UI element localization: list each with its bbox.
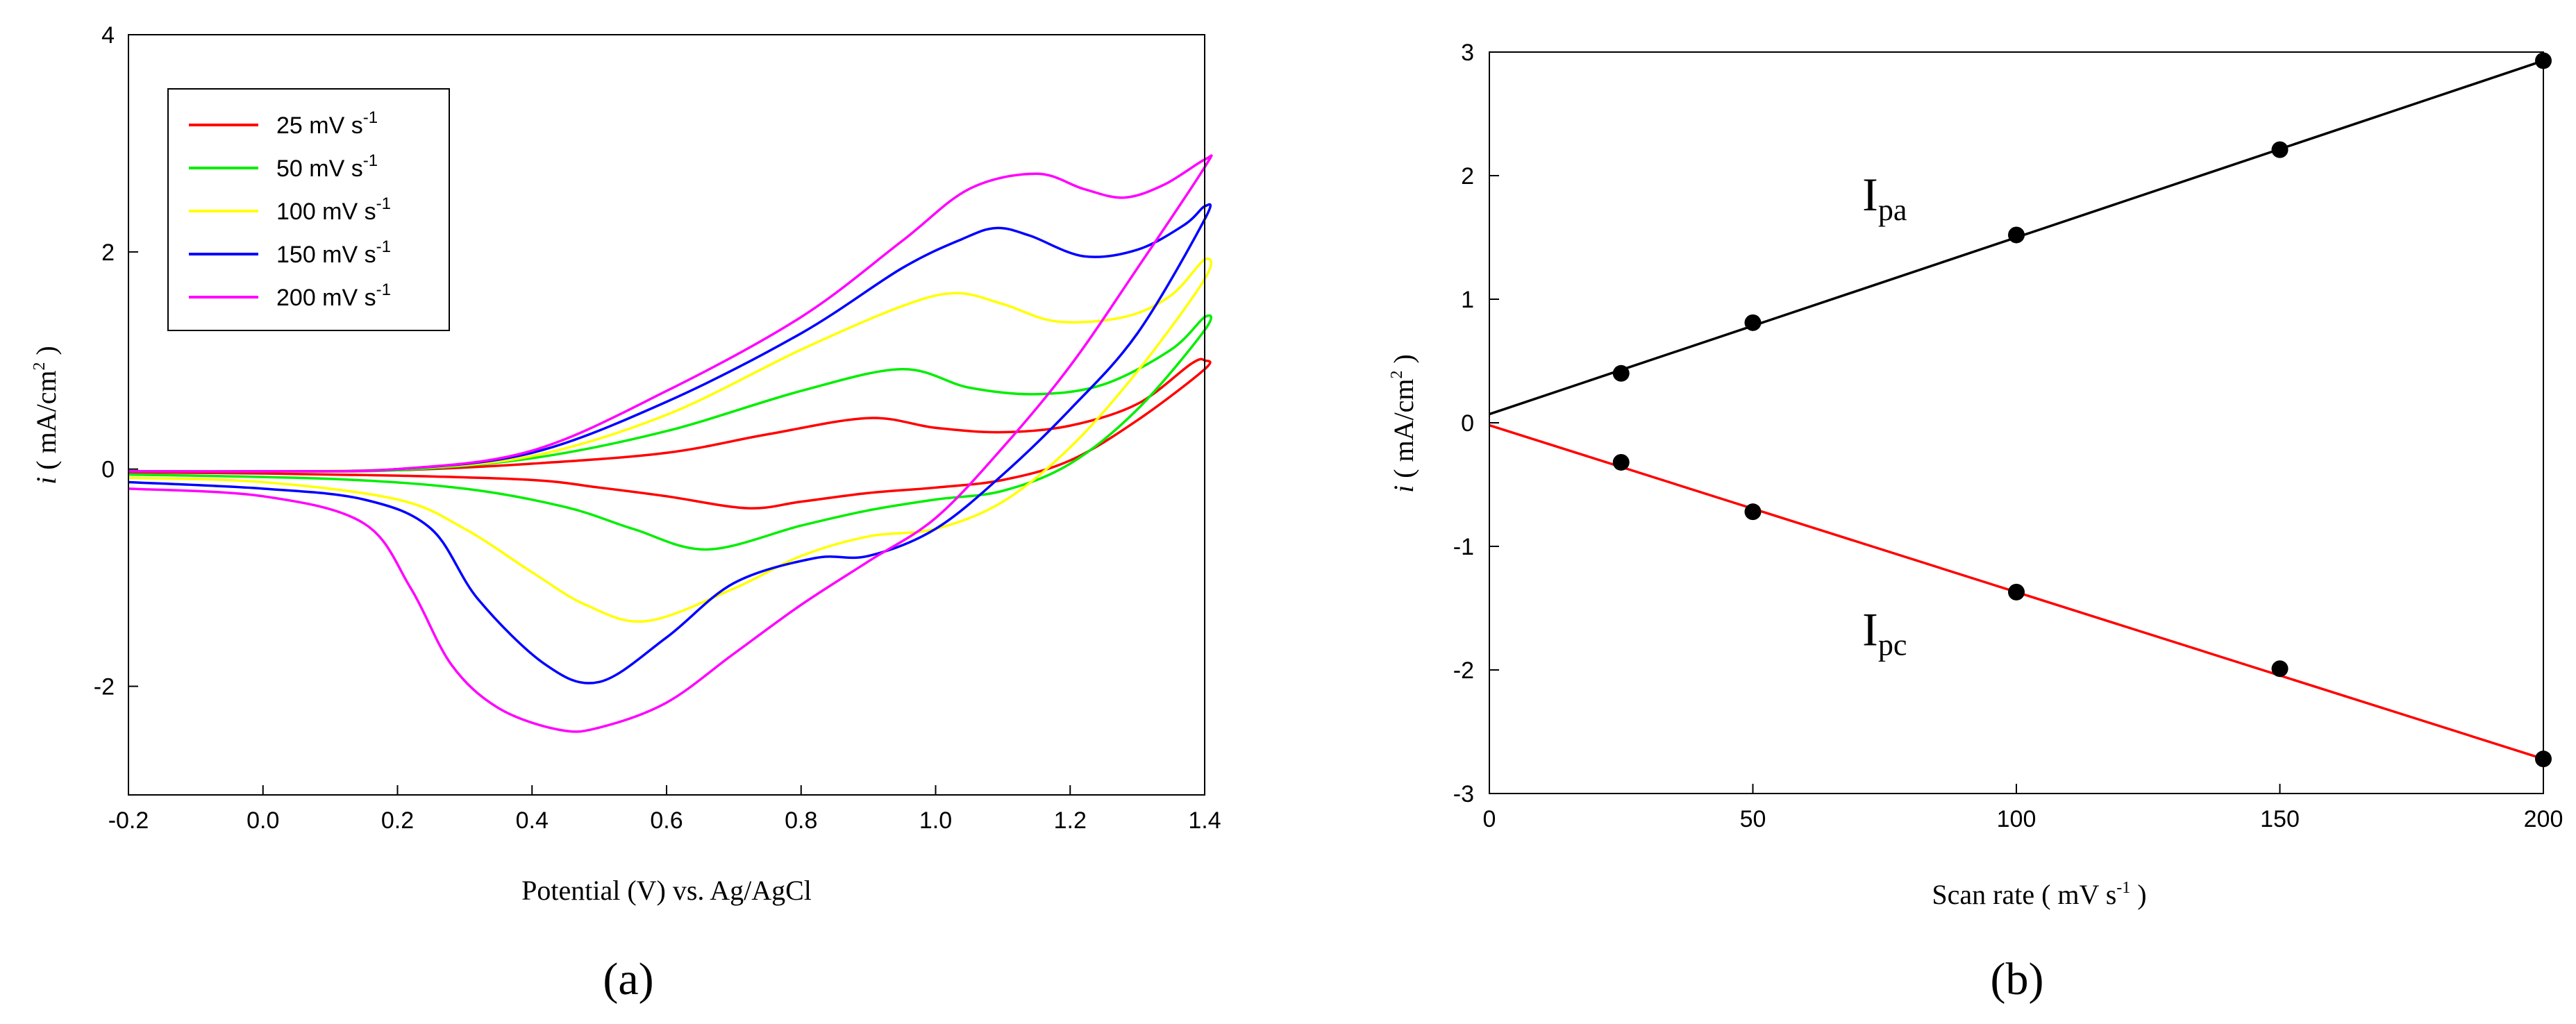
panel-b-caption: (b) bbox=[1991, 954, 2044, 1005]
panel-b-x-tick-label: 50 bbox=[1740, 806, 1766, 832]
ipc-data-point bbox=[1612, 453, 1630, 471]
ipa-data-point bbox=[2271, 141, 2289, 158]
legend-entry: 25 mV s-1 bbox=[276, 108, 378, 139]
legend-entry: 200 mV s-1 bbox=[276, 280, 391, 311]
panel-a-x-tick-label: -0.2 bbox=[108, 807, 149, 834]
panel-a-y-tick-label: 2 bbox=[101, 240, 115, 266]
ipc-series-label: Ipc bbox=[1862, 603, 1907, 662]
panel-b-x-axis-label: Scan rate ( mV s-1 ) bbox=[1932, 879, 2146, 910]
panel-b-y-tick-label: -1 bbox=[1453, 534, 1474, 560]
panel-b-x-tick-label: 100 bbox=[1997, 806, 2036, 832]
panel-a-y-tick-label: -2 bbox=[94, 674, 115, 700]
panel-a-series-group bbox=[128, 154, 1213, 733]
cv-curve-200-mv bbox=[128, 154, 1213, 733]
panel-a-y-tick-label: 0 bbox=[101, 457, 115, 483]
panel-b-x-ticks: 0 50 100 150 200 bbox=[1483, 784, 2564, 832]
panel-b-x-tick-label: 0 bbox=[1483, 806, 1496, 832]
panel-a-x-tick-label: 1.4 bbox=[1188, 807, 1221, 834]
panel-b-chart: 0 50 100 150 200 -3 -2 -1 0 1 2 3 Scan rate ( mV s… bbox=[1388, 40, 2563, 1005]
panel-a-y-axis-label: i ( mA/cm2 ) bbox=[31, 346, 62, 485]
ipa-series-label: Ipa bbox=[1862, 168, 1907, 227]
panel-a-x-tick-label: 0.6 bbox=[650, 807, 683, 834]
panel-b-y-tick-label: -2 bbox=[1453, 657, 1474, 684]
ipa-data-point bbox=[2008, 226, 2025, 244]
panel-b-y-tick-label: 3 bbox=[1461, 40, 1474, 66]
panel-b-y-ticks: -3 -2 -1 0 1 2 3 bbox=[1453, 40, 1499, 807]
panel-a-x-ticks: -0.2 0.0 0.2 0.4 0.6 0.8 1.0 1.2 1.4 bbox=[108, 785, 1221, 834]
panel-a-y-tick-label: 4 bbox=[101, 22, 115, 49]
panel-a-y-ticks: -2 0 2 4 bbox=[94, 22, 138, 700]
ipc-data-point bbox=[2271, 660, 2289, 678]
panel-b-series-group bbox=[1489, 52, 2552, 768]
panel-a-x-tick-label: 1.2 bbox=[1054, 807, 1087, 834]
panel-a-x-axis-label: Potential (V) vs. Ag/AgCl bbox=[521, 875, 812, 906]
ipc-data-point bbox=[1744, 503, 1762, 521]
panel-a-chart: -0.2 0.0 0.2 0.4 0.6 0.8 1.0 1.2 1.4 -2 0 2 4 Poten… bbox=[31, 22, 1221, 1005]
panel-b-x-tick-label: 200 bbox=[2524, 806, 2564, 832]
legend-entry: 150 mV s-1 bbox=[276, 237, 391, 268]
legend-entry: 100 mV s-1 bbox=[276, 194, 391, 225]
panel-b-plot-frame bbox=[1489, 51, 2544, 794]
panel-a-caption: (a) bbox=[603, 954, 653, 1005]
panel-b-x-tick-label: 150 bbox=[2260, 806, 2300, 832]
ipc-data-point bbox=[2008, 583, 2025, 601]
ipa-data-point bbox=[1744, 314, 1762, 331]
panel-a-x-tick-label: 0.8 bbox=[785, 807, 817, 834]
ipa-data-point bbox=[1612, 364, 1630, 382]
cv-curve-100-mv bbox=[128, 258, 1212, 623]
panel-b-y-tick-label: 2 bbox=[1461, 163, 1474, 190]
cv-curve-25-mv bbox=[128, 358, 1212, 510]
panel-a-legend: 25 mV s-1 50 mV s-1 100 mV s-1 150 mV s-1 20… bbox=[167, 88, 450, 331]
legend-entry: 50 mV s-1 bbox=[276, 151, 378, 182]
panel-a-x-tick-label: 0.0 bbox=[246, 807, 279, 834]
panel-a-x-tick-label: 0.2 bbox=[381, 807, 414, 834]
panel-b-y-tick-label: -3 bbox=[1453, 781, 1474, 807]
panel-b-y-tick-label: 0 bbox=[1461, 410, 1474, 437]
panel-b-y-tick-label: 1 bbox=[1461, 287, 1474, 313]
panel-a-x-tick-label: 0.4 bbox=[516, 807, 549, 834]
cv-curve-150-mv bbox=[128, 203, 1212, 685]
panel-b-y-axis-label: i ( mA/cm2 ) bbox=[1388, 354, 1419, 493]
panel-a-x-tick-label: 1.0 bbox=[919, 807, 952, 834]
